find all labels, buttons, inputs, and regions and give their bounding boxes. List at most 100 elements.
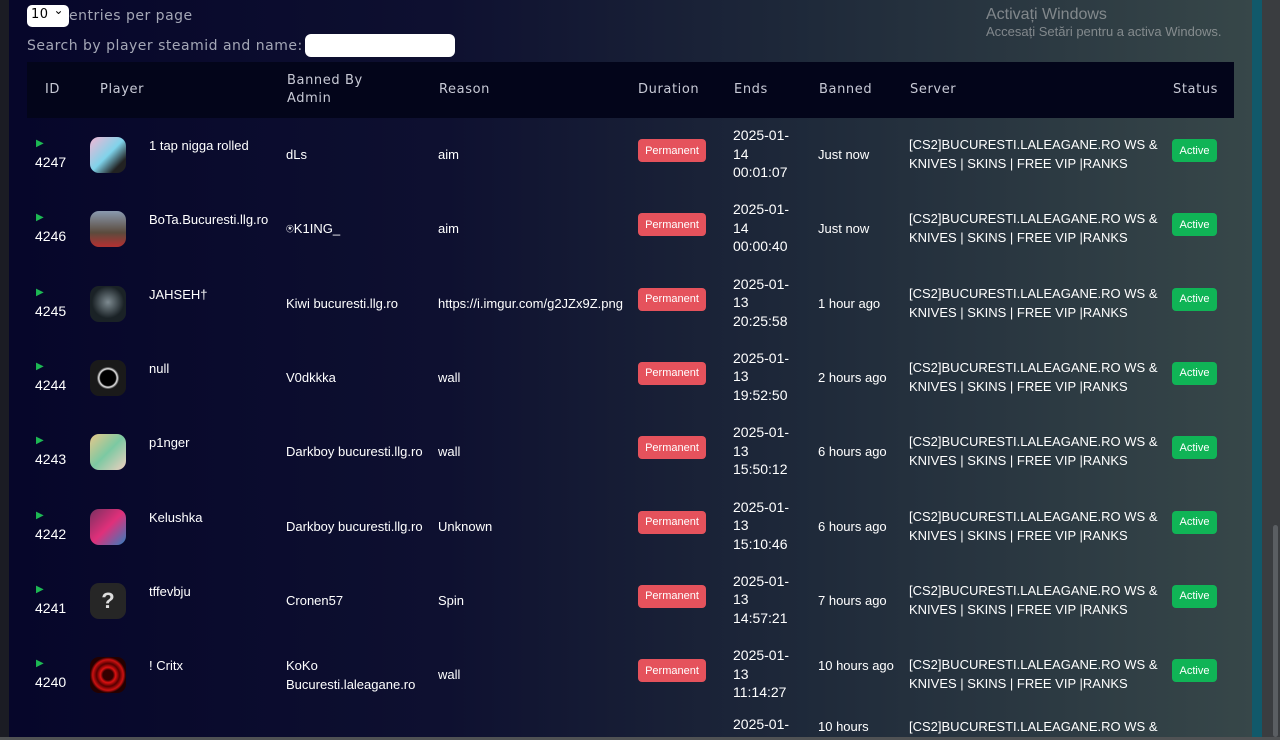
table-row[interactable]: ▶ 4243 p1nger Darkboy bucuresti.llg.ro wall P…: [27, 415, 1234, 489]
player-name[interactable]: p1nger: [149, 435, 190, 451]
player-name[interactable]: ! Critx: [149, 658, 183, 674]
status-badge: Active: [1172, 584, 1217, 608]
ban-reason: aim: [438, 147, 459, 162]
ends-at: 2025-01-14 00:01:07: [733, 127, 790, 180]
right-edge: [1252, 0, 1262, 737]
col-banned[interactable]: Banned: [819, 82, 873, 97]
col-reason[interactable]: Reason: [439, 82, 490, 97]
col-id[interactable]: ID: [45, 82, 61, 97]
ends-at: 2025-01-13 15:50:12: [733, 424, 790, 478]
server-name: [CS2]BUCURESTI.LALEAGANE.RO WS & KNIVES …: [909, 285, 1158, 320]
entries-per-page: 10 entries per page: [27, 3, 193, 27]
player-avatar: [90, 508, 126, 545]
entries-label: entries per page: [69, 8, 193, 24]
player-avatar: [90, 285, 126, 322]
expand-icon[interactable]: ▶: [36, 286, 44, 298]
watermark-title: Activați Windows: [986, 6, 1107, 23]
banned-ago: 2 hours ago: [818, 369, 887, 385]
duration-badge: Permanent: [638, 659, 706, 683]
table-row[interactable]: ▶ 4247 1 tap nigga rolled dLs aim Permanent 20…: [27, 118, 1234, 192]
admin-name: Darkboy bucuresti.llg.ro: [286, 518, 423, 534]
status-badge: Active: [1172, 361, 1217, 385]
player-name[interactable]: Kelushka: [149, 509, 203, 525]
banned-ago: 10 hours: [818, 719, 869, 735]
ban-id: 4247: [35, 154, 67, 170]
entries-select[interactable]: 10: [27, 3, 69, 27]
ends-at: 2025-01-13 14:57:21: [733, 572, 790, 626]
ends-at: 2025-01-13 19:52:50: [733, 349, 790, 403]
col-server[interactable]: Server: [910, 82, 957, 97]
server-name: [CS2]BUCURESTI.LALEAGANE.RO WS &: [909, 719, 1158, 735]
table-row[interactable]: ▶ 4241? tffevbju Cronen57 Spin Permanent 2025-…: [27, 564, 1234, 638]
ends-at: 2025-01-14 00:00:40: [733, 201, 790, 255]
banned-ago: Just now: [818, 147, 870, 162]
server-name: [CS2]BUCURESTI.LALEAGANE.RO WS & KNIVES …: [909, 508, 1158, 543]
banned-ago: 7 hours ago: [818, 592, 887, 608]
player-avatar: [90, 137, 126, 173]
player-name[interactable]: BoTa.Bucuresti.llg.ro: [149, 212, 269, 228]
ban-id: 4240: [35, 674, 67, 691]
table-row[interactable]: ▶ 4240 ! Critx KoKo Bucuresti.laleagane.ro w…: [27, 638, 1234, 712]
col-ends[interactable]: Ends: [734, 82, 768, 97]
scrollbar-thumb[interactable]: [1273, 525, 1278, 737]
table-row[interactable]: ▶ 4242 Kelushka Darkboy bucuresti.llg.ro Unk…: [27, 490, 1234, 564]
watermark-subtitle: Accesați Setări pentru a activa Windows.: [986, 24, 1222, 39]
admin-name: V0dkkka: [286, 369, 336, 385]
expand-icon[interactable]: ▶: [36, 212, 44, 224]
expand-icon[interactable]: ▶: [36, 435, 44, 447]
player-name[interactable]: JAHSEH†: [149, 286, 208, 302]
player-avatar: ?: [90, 582, 126, 619]
col-duration[interactable]: Duration: [638, 82, 700, 97]
ban-id: 4244: [35, 376, 67, 393]
admin-name: Kiwi bucuresti.llg.ro: [286, 295, 398, 311]
player-name[interactable]: null: [149, 360, 170, 376]
server-name: [CS2]BUCURESTI.LALEAGANE.RO WS & KNIVES …: [909, 137, 1158, 171]
col-banned-by[interactable]: Banned By Admin: [287, 73, 363, 106]
expand-icon[interactable]: ▶: [36, 658, 44, 670]
banned-ago: 6 hours ago: [818, 444, 887, 460]
search-input[interactable]: [304, 34, 455, 57]
col-player[interactable]: Player: [100, 82, 145, 97]
duration-badge: Permanent: [638, 436, 706, 460]
duration-badge: Permanent: [638, 213, 706, 237]
col-status[interactable]: Status: [1173, 82, 1219, 97]
table-row[interactable]: 2025-01- 10 hours [CS2]BUCURESTI.LALEAGANE…: [27, 712, 1234, 738]
search-group: Search by player steamid and name:: [27, 34, 455, 57]
admin-name: Darkboy bucuresti.llg.ro: [286, 444, 423, 460]
ends-at: 2025-01-13 11:14:27: [733, 647, 790, 701]
ban-reason: Spin: [438, 592, 465, 608]
table-row[interactable]: ▶ 4244 null V0dkkka wall Permanent 2025-01-13 …: [27, 341, 1234, 415]
expand-icon[interactable]: ▶: [36, 360, 44, 372]
ban-reason: wall: [438, 369, 461, 385]
ban-id: 4242: [35, 525, 67, 542]
server-name: [CS2]BUCURESTI.LALEAGANE.RO WS & KNIVES …: [909, 582, 1158, 617]
admin-name: dLs: [286, 147, 307, 162]
player-avatar: [90, 359, 126, 396]
ban-reason: https://i.imgur.com/g2JZx9Z.png: [438, 295, 623, 311]
expand-icon[interactable]: ▶: [36, 583, 44, 595]
banned-ago: 6 hours ago: [818, 518, 887, 534]
duration-badge: Permanent: [638, 584, 706, 608]
duration-badge: Permanent: [638, 287, 706, 311]
player-avatar: [90, 211, 126, 248]
server-name: [CS2]BUCURESTI.LALEAGANE.RO WS & KNIVES …: [909, 359, 1158, 394]
expand-icon[interactable]: ▶: [36, 509, 44, 521]
player-name[interactable]: 1 tap nigga rolled: [149, 138, 249, 153]
ends-at: 2025-01-13 20:25:58: [733, 275, 790, 329]
player-avatar: [90, 434, 126, 471]
search-label: Search by player steamid and name:: [27, 37, 303, 54]
status-badge: Active: [1172, 213, 1217, 237]
table-row[interactable]: ▶ 4245 JAHSEH† Kiwi bucuresti.llg.ro https:/…: [27, 267, 1234, 341]
duration-badge: Permanent: [638, 510, 706, 534]
table-header: ID Player Banned By Admin Reason Duratio…: [27, 62, 1234, 118]
player-avatar: [90, 657, 126, 694]
windows-watermark: Activați Windows Accesați Setări pentru …: [986, 6, 1222, 39]
expand-icon[interactable]: ▶: [36, 138, 44, 149]
table-row[interactable]: ▶ 4246 BoTa.Bucuresti.llg.ro ⍟K1ING_ aim Perm…: [27, 192, 1234, 266]
bans-page: 10 entries per page Search by player ste…: [9, 0, 1252, 737]
ends-at: 2025-01-: [733, 716, 790, 733]
status-badge: Active: [1172, 287, 1217, 311]
player-name[interactable]: tffevbju: [149, 583, 191, 599]
ends-at: 2025-01-13 15:10:46: [733, 498, 790, 552]
ban-reason: Unknown: [438, 518, 493, 534]
